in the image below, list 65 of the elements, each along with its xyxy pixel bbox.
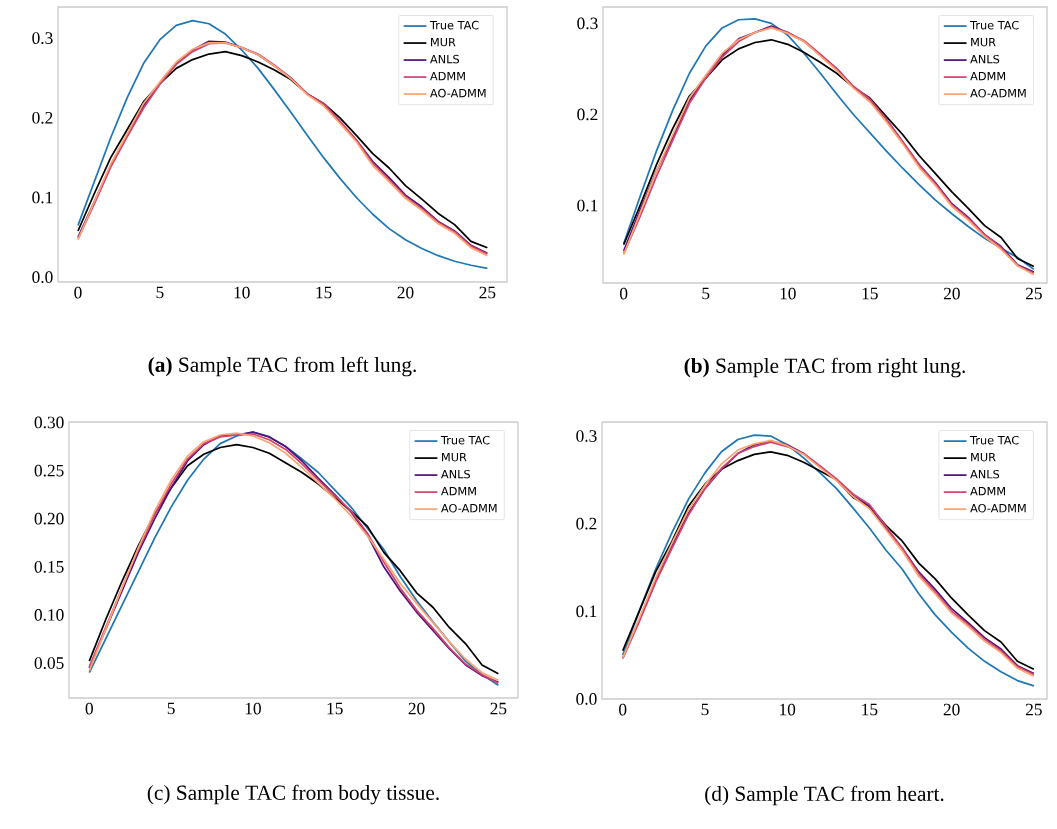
x-tick-label: 5 [167, 702, 175, 715]
x-tick-label: 10 [245, 702, 261, 715]
x-tick-label: 10 [234, 286, 250, 299]
x-tick-label: 0 [619, 703, 627, 716]
x-tick-label: 25 [1025, 703, 1042, 716]
legend-label: MUR [971, 37, 996, 47]
legend-label: AO-ADMM [970, 88, 1026, 98]
x-tick-label: 20 [408, 702, 425, 715]
legend-label: True TAC [429, 20, 479, 30]
text: (b) Sample TAC from right lung. [684, 357, 965, 378]
legend-label: MUR [442, 452, 467, 462]
x-tick-label: 20 [943, 287, 960, 300]
x-tick-label: 25 [1025, 287, 1042, 300]
x-tick-label: 15 [862, 287, 878, 300]
y-tick-label: 0.1 [32, 191, 53, 204]
legend-label: ADMM [441, 486, 476, 496]
y-tick-label: 0.30 [34, 416, 64, 429]
y-tick-label: 0.25 [34, 464, 64, 477]
legend-label: True TAC [440, 435, 490, 445]
legend-label: AO-ADMM [430, 88, 486, 98]
legend-label: AO-ADMM [970, 503, 1026, 513]
text: (c) Sample TAC from body tissue. [147, 784, 439, 805]
y-tick-label: 0.2 [577, 108, 598, 121]
y-tick-label: 0.1 [576, 605, 597, 618]
x-tick-label: 20 [397, 286, 414, 299]
x-tick-label: 15 [862, 703, 878, 716]
legend-label: True TAC [970, 435, 1019, 445]
x-tick-label: 25 [490, 702, 507, 715]
x-tick-label: 20 [943, 703, 960, 716]
legend-label: ANLS [970, 469, 1000, 479]
y-tick-label: 0.20 [34, 512, 64, 525]
legend-label: True TAC [970, 20, 1019, 30]
legend-label: ADMM [970, 71, 1006, 81]
x-tick-label: 15 [327, 702, 343, 715]
x-tick-label: 25 [479, 286, 496, 299]
y-tick-label: 0.2 [32, 111, 53, 124]
y-tick-label: 0.3 [577, 17, 598, 30]
x-tick-label: 10 [780, 703, 796, 716]
x-tick-label: 5 [156, 286, 164, 299]
y-tick-label: 0.0 [576, 693, 597, 705]
x-tick-label: 0 [620, 287, 628, 300]
y-tick-label: 0.3 [576, 430, 597, 442]
legend-label: ADMM [430, 71, 465, 81]
y-tick-label: 0.15 [34, 560, 64, 573]
x-tick-label: 10 [780, 287, 796, 300]
x-tick-label: 0 [85, 702, 93, 715]
legend-label: ANLS [430, 54, 460, 64]
y-tick-label: 0.10 [34, 609, 64, 621]
y-tick-label: 0.1 [577, 199, 598, 212]
legend-label: ANLS [970, 54, 1000, 64]
legend-label: ANLS [441, 469, 471, 479]
y-tick-label: 0.3 [32, 32, 53, 44]
x-tick-label: 15 [316, 286, 332, 299]
y-tick-label: 0.05 [34, 657, 64, 669]
y-tick-label: 0.0 [32, 271, 53, 284]
y-tick-label: 0.2 [576, 517, 597, 530]
text: (d) Sample TAC from heart. [705, 785, 944, 806]
legend-label: MUR [971, 452, 996, 462]
x-tick-label: 0 [74, 286, 82, 299]
x-tick-label: 5 [701, 703, 709, 716]
x-tick-label: 5 [702, 287, 710, 300]
legend-label: AO-ADMM [441, 503, 497, 513]
legend-label: ADMM [970, 487, 1005, 496]
text: (a) Sample TAC from left lung. [148, 356, 416, 377]
legend-label: MUR [431, 37, 456, 47]
